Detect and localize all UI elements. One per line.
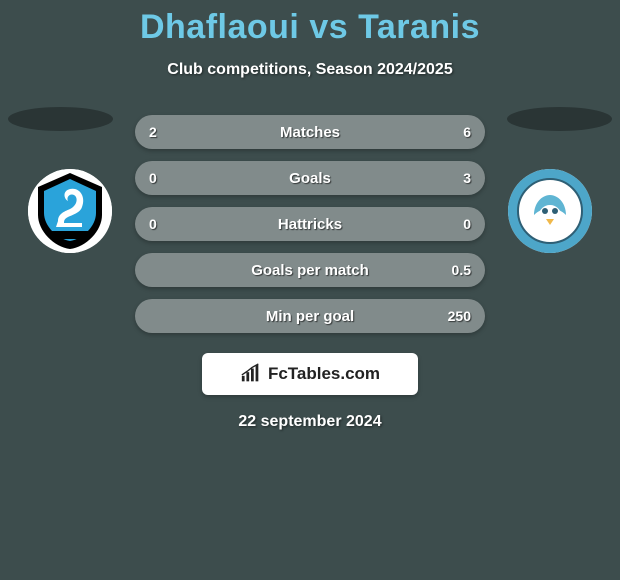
stat-label: Goals per match [251,262,369,279]
date-text: 22 september 2024 [0,413,620,431]
branding-text: FcTables.com [268,364,380,384]
stat-row-hattricks: 0 Hattricks 0 [135,207,485,241]
stat-label: Hattricks [278,216,342,233]
stat-row-goals: 0 Goals 3 [135,161,485,195]
stat-value-right: 0.5 [452,262,471,278]
stat-value-right: 250 [448,308,471,324]
stat-row-matches: 2 Matches 6 [135,115,485,149]
stat-value-left: 0 [149,216,157,232]
stat-value-right: 0 [463,216,471,232]
stat-value-right: 3 [463,170,471,186]
branding-box: FcTables.com [202,353,418,395]
stat-value-left: 0 [149,170,157,186]
club-badge-left [28,169,112,253]
stat-row-min-per-goal: Min per goal 250 [135,299,485,333]
fc-roskilde-logo-icon [508,169,592,253]
subtitle: Club competitions, Season 2024/2025 [0,61,620,79]
stat-label: Min per goal [266,308,354,325]
stat-value-right: 6 [463,124,471,140]
stat-label: Goals [289,170,331,187]
club-badge-right [508,169,592,253]
bar-chart-icon [240,363,262,385]
club-shadow-right [507,107,612,131]
stat-rows: 2 Matches 6 0 Goals 3 0 Hattricks 0 Goal… [135,107,485,333]
club-shadow-left [8,107,113,131]
stat-label: Matches [280,124,340,141]
comparison-panel: 2 Matches 6 0 Goals 3 0 Hattricks 0 Goal… [0,107,620,431]
hb-koge-logo-icon [28,169,112,253]
page-title: Dhaflaoui vs Taranis [0,0,620,47]
stat-value-left: 2 [149,124,157,140]
stat-row-goals-per-match: Goals per match 0.5 [135,253,485,287]
